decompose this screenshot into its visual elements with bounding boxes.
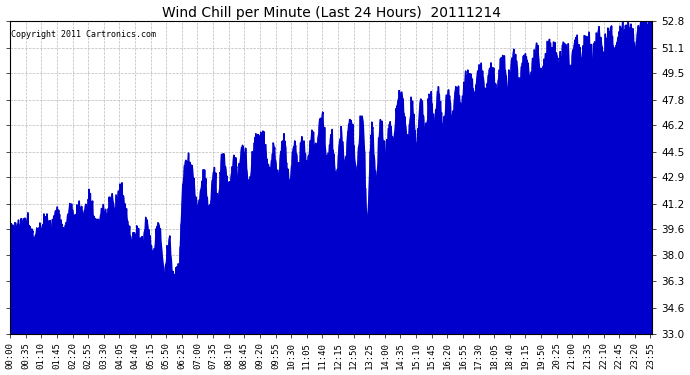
Title: Wind Chill per Minute (Last 24 Hours)  20111214: Wind Chill per Minute (Last 24 Hours) 20… [161, 6, 501, 20]
Text: Copyright 2011 Cartronics.com: Copyright 2011 Cartronics.com [11, 30, 157, 39]
